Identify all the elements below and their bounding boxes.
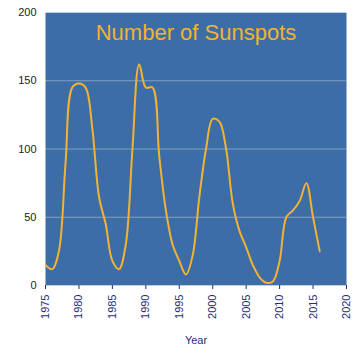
svg-text:2000: 2000 [206, 295, 218, 319]
svg-text:1990: 1990 [139, 295, 151, 319]
svg-text:2005: 2005 [240, 295, 252, 319]
svg-text:2010: 2010 [273, 295, 285, 319]
svg-text:1995: 1995 [173, 295, 185, 319]
svg-text:1985: 1985 [106, 295, 118, 319]
svg-text:0: 0 [30, 279, 36, 291]
svg-text:2015: 2015 [307, 295, 319, 319]
svg-text:100: 100 [18, 143, 36, 155]
svg-text:200: 200 [18, 6, 36, 18]
svg-text:50: 50 [24, 211, 36, 223]
svg-text:Number of Sunspots: Number of Sunspots [96, 20, 297, 45]
svg-text:Year: Year [185, 334, 208, 346]
svg-text:1980: 1980 [72, 295, 84, 319]
svg-text:2020: 2020 [340, 295, 352, 319]
svg-text:150: 150 [18, 74, 36, 86]
svg-text:1975: 1975 [39, 295, 51, 319]
